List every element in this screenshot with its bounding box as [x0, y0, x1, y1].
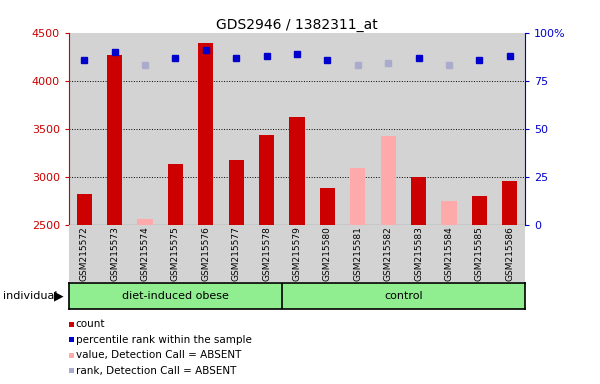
Text: value, Detection Call = ABSENT: value, Detection Call = ABSENT	[76, 350, 241, 360]
Bar	[442, 201, 457, 225]
Bar	[198, 43, 214, 225]
Text: GSM215582: GSM215582	[384, 226, 392, 281]
Text: GSM215577: GSM215577	[232, 226, 241, 281]
Text: GSM215573: GSM215573	[110, 226, 119, 281]
Bar	[289, 117, 305, 225]
Text: GSM215579: GSM215579	[293, 226, 302, 281]
Text: individual: individual	[3, 291, 58, 301]
Bar	[350, 168, 365, 225]
Bar	[107, 55, 122, 225]
Text: ▶: ▶	[54, 290, 64, 303]
Bar	[411, 177, 426, 225]
Bar	[77, 194, 92, 225]
Text: rank, Detection Call = ABSENT: rank, Detection Call = ABSENT	[76, 366, 236, 376]
Text: GSM215581: GSM215581	[353, 226, 362, 281]
Text: GSM215583: GSM215583	[414, 226, 423, 281]
Text: GSM215578: GSM215578	[262, 226, 271, 281]
Bar	[229, 160, 244, 225]
Text: GSM215572: GSM215572	[80, 226, 89, 281]
Text: diet-induced obese: diet-induced obese	[122, 291, 229, 301]
Bar	[472, 196, 487, 225]
Text: GSM215576: GSM215576	[202, 226, 211, 281]
Bar	[259, 136, 274, 225]
Text: GSM215585: GSM215585	[475, 226, 484, 281]
Text: count: count	[76, 319, 105, 329]
Text: GSM215574: GSM215574	[140, 226, 149, 281]
Title: GDS2946 / 1382311_at: GDS2946 / 1382311_at	[216, 18, 378, 31]
Text: GSM215586: GSM215586	[505, 226, 514, 281]
Text: GSM215584: GSM215584	[445, 226, 454, 281]
Text: control: control	[384, 291, 423, 301]
Bar	[502, 182, 517, 225]
Text: GSM215575: GSM215575	[171, 226, 180, 281]
Bar	[320, 188, 335, 225]
Text: percentile rank within the sample: percentile rank within the sample	[76, 335, 251, 345]
Bar	[380, 136, 396, 225]
Bar	[168, 164, 183, 225]
Text: GSM215580: GSM215580	[323, 226, 332, 281]
Bar	[137, 219, 152, 225]
